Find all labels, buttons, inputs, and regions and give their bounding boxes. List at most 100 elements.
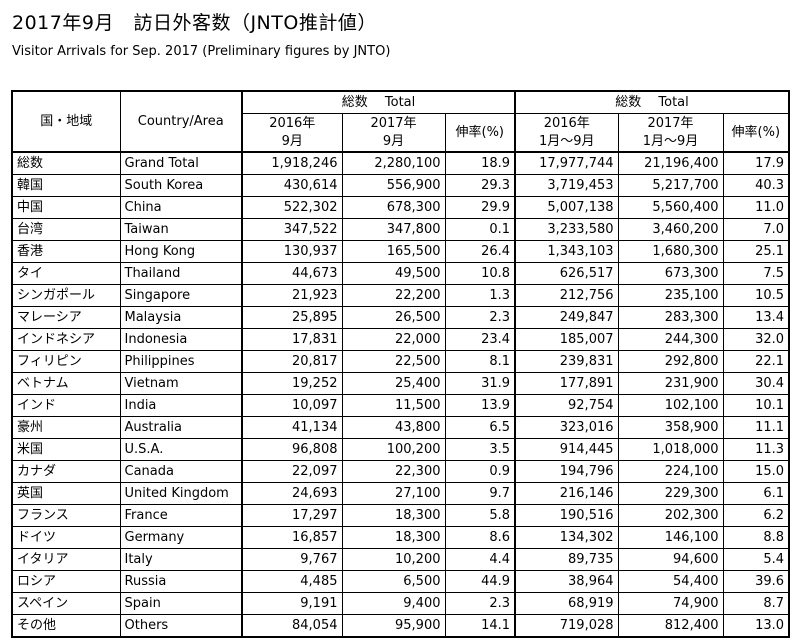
table-row: 豪州 Australia 41,134 43,800 6.5 323,016 358,900… (11, 416, 790, 439)
cell-region-ja: マレーシア (11, 306, 121, 329)
cell-sep-2016: 17,831 (241, 328, 343, 351)
cell-jan-sep-2016: 249,847 (514, 306, 619, 329)
cell-country-en: China (119, 196, 243, 219)
cell-sep-2017: 100,200 (341, 438, 446, 461)
cell-country-en: France (119, 504, 243, 527)
table-row: 米国 U.S.A. 96,808 100,200 3.5 914,445 1,018,000… (11, 438, 790, 461)
table-row: フランス France 17,297 18,300 5.8 190,516 202,300 6… (11, 504, 790, 527)
cell-jan-sep-2016: 626,517 (514, 262, 619, 285)
cell-jan-sep-2017: 5,560,400 (617, 196, 724, 219)
cell-growth-monthly: 23.4 (444, 328, 516, 351)
cell-sep-2017: 9,400 (341, 592, 446, 615)
cell-sep-2016: 9,767 (241, 548, 343, 571)
cell-region-ja: シンガポール (11, 284, 121, 307)
cell-region-ja: 台湾 (11, 218, 121, 241)
cell-jan-sep-2017: 283,300 (617, 306, 724, 329)
table-row: フィリピン Philippines 20,817 22,500 8.1 239,831 29… (11, 350, 790, 373)
cell-growth-cumulative: 17.9 (722, 151, 790, 175)
header-sep-2017-year: 2017年 (370, 116, 417, 131)
cell-country-en: Malaysia (119, 306, 243, 329)
cell-country-en: U.S.A. (119, 438, 243, 461)
table-row: カナダ Canada 22,097 22,300 0.9 194,796 224,100 15… (11, 460, 790, 483)
cell-growth-monthly: 0.9 (444, 460, 516, 483)
cell-country-en: Italy (119, 548, 243, 571)
cell-sep-2016: 19,252 (241, 372, 343, 395)
cell-jan-sep-2017: 3,460,200 (617, 218, 724, 241)
cell-growth-monthly: 18.9 (444, 151, 516, 175)
cell-country-en: Singapore (119, 284, 243, 307)
cell-growth-cumulative: 10.1 (722, 394, 790, 417)
table-row: イタリア Italy 9,767 10,200 4.4 89,735 94,600 5.4 (11, 548, 790, 571)
cell-growth-monthly: 9.7 (444, 482, 516, 505)
header-growth-monthly: 伸率(%) (444, 113, 516, 153)
table-row: ロシア Russia 4,485 6,500 44.9 38,964 54,400 39.6 (11, 570, 790, 593)
cell-region-ja: その他 (11, 614, 121, 638)
cell-jan-sep-2016: 914,445 (514, 438, 619, 461)
cell-sep-2016: 10,097 (241, 394, 343, 417)
cell-growth-monthly: 2.3 (444, 306, 516, 329)
cell-growth-cumulative: 6.1 (722, 482, 790, 505)
cell-jan-sep-2016: 68,919 (514, 592, 619, 615)
cell-sep-2017: 27,100 (341, 482, 446, 505)
cell-jan-sep-2016: 5,007,138 (514, 196, 619, 219)
cell-jan-sep-2016: 134,302 (514, 526, 619, 549)
cell-jan-sep-2017: 231,900 (617, 372, 724, 395)
cell-sep-2017: 18,300 (341, 526, 446, 549)
cell-jan-sep-2016: 190,516 (514, 504, 619, 527)
cell-growth-cumulative: 11.0 (722, 196, 790, 219)
cell-country-en: Vietnam (119, 372, 243, 395)
cell-jan-sep-2016: 92,754 (514, 394, 619, 417)
cell-region-ja: 英国 (11, 482, 121, 505)
cell-jan-sep-2016: 719,028 (514, 614, 619, 638)
header-region-ja: 国・地域 (11, 90, 121, 153)
cell-growth-monthly: 14.1 (444, 614, 516, 638)
cell-sep-2016: 430,614 (241, 174, 343, 197)
cell-sep-2017: 22,500 (341, 350, 446, 373)
cell-growth-cumulative: 22.1 (722, 350, 790, 373)
cell-sep-2016: 1,918,246 (241, 151, 343, 175)
header-jan-sep-2016: 2016年 1月～9月 (514, 113, 619, 153)
cell-region-ja: 総数 (11, 151, 121, 175)
cell-sep-2017: 22,000 (341, 328, 446, 351)
cell-growth-cumulative: 13.0 (722, 614, 790, 638)
header-growth-cumulative: 伸率(%) (722, 113, 790, 153)
table-row: 総数 Grand Total 1,918,246 2,280,100 18.9 17,97… (11, 151, 790, 175)
cell-growth-monthly: 44.9 (444, 570, 516, 593)
cell-country-en: Indonesia (119, 328, 243, 351)
cell-country-en: India (119, 394, 243, 417)
cell-sep-2017: 95,900 (341, 614, 446, 638)
cell-sep-2017: 556,900 (341, 174, 446, 197)
cell-growth-cumulative: 40.3 (722, 174, 790, 197)
cell-growth-cumulative: 13.4 (722, 306, 790, 329)
cell-region-ja: インドネシア (11, 328, 121, 351)
cell-region-ja: タイ (11, 262, 121, 285)
cell-growth-cumulative: 11.3 (722, 438, 790, 461)
cell-growth-cumulative: 32.0 (722, 328, 790, 351)
cell-region-ja: 米国 (11, 438, 121, 461)
cell-country-en: Grand Total (119, 151, 243, 175)
cell-region-ja: ベトナム (11, 372, 121, 395)
table-row: タイ Thailand 44,673 49,500 10.8 626,517 673,300… (11, 262, 790, 285)
cell-sep-2017: 165,500 (341, 240, 446, 263)
cell-jan-sep-2017: 202,300 (617, 504, 724, 527)
table-row: インド India 10,097 11,500 13.9 92,754 102,100 10.… (11, 394, 790, 417)
cell-growth-monthly: 1.3 (444, 284, 516, 307)
cell-country-en: Hong Kong (119, 240, 243, 263)
cell-region-ja: フィリピン (11, 350, 121, 373)
cell-country-en: Thailand (119, 262, 243, 285)
table-row: インドネシア Indonesia 17,831 22,000 23.4 185,007 24… (11, 328, 790, 351)
cell-sep-2016: 16,857 (241, 526, 343, 549)
cell-jan-sep-2017: 1,680,300 (617, 240, 724, 263)
cell-growth-cumulative: 8.8 (722, 526, 790, 549)
cell-growth-cumulative: 6.2 (722, 504, 790, 527)
cell-jan-sep-2016: 212,756 (514, 284, 619, 307)
cell-country-en: Taiwan (119, 218, 243, 241)
cell-sep-2017: 43,800 (341, 416, 446, 439)
cell-growth-monthly: 13.9 (444, 394, 516, 417)
cell-country-en: Russia (119, 570, 243, 593)
cell-jan-sep-2016: 177,891 (514, 372, 619, 395)
cell-growth-monthly: 5.8 (444, 504, 516, 527)
cell-jan-sep-2017: 812,400 (617, 614, 724, 638)
cell-growth-monthly: 26.4 (444, 240, 516, 263)
cell-jan-sep-2016: 1,343,103 (514, 240, 619, 263)
